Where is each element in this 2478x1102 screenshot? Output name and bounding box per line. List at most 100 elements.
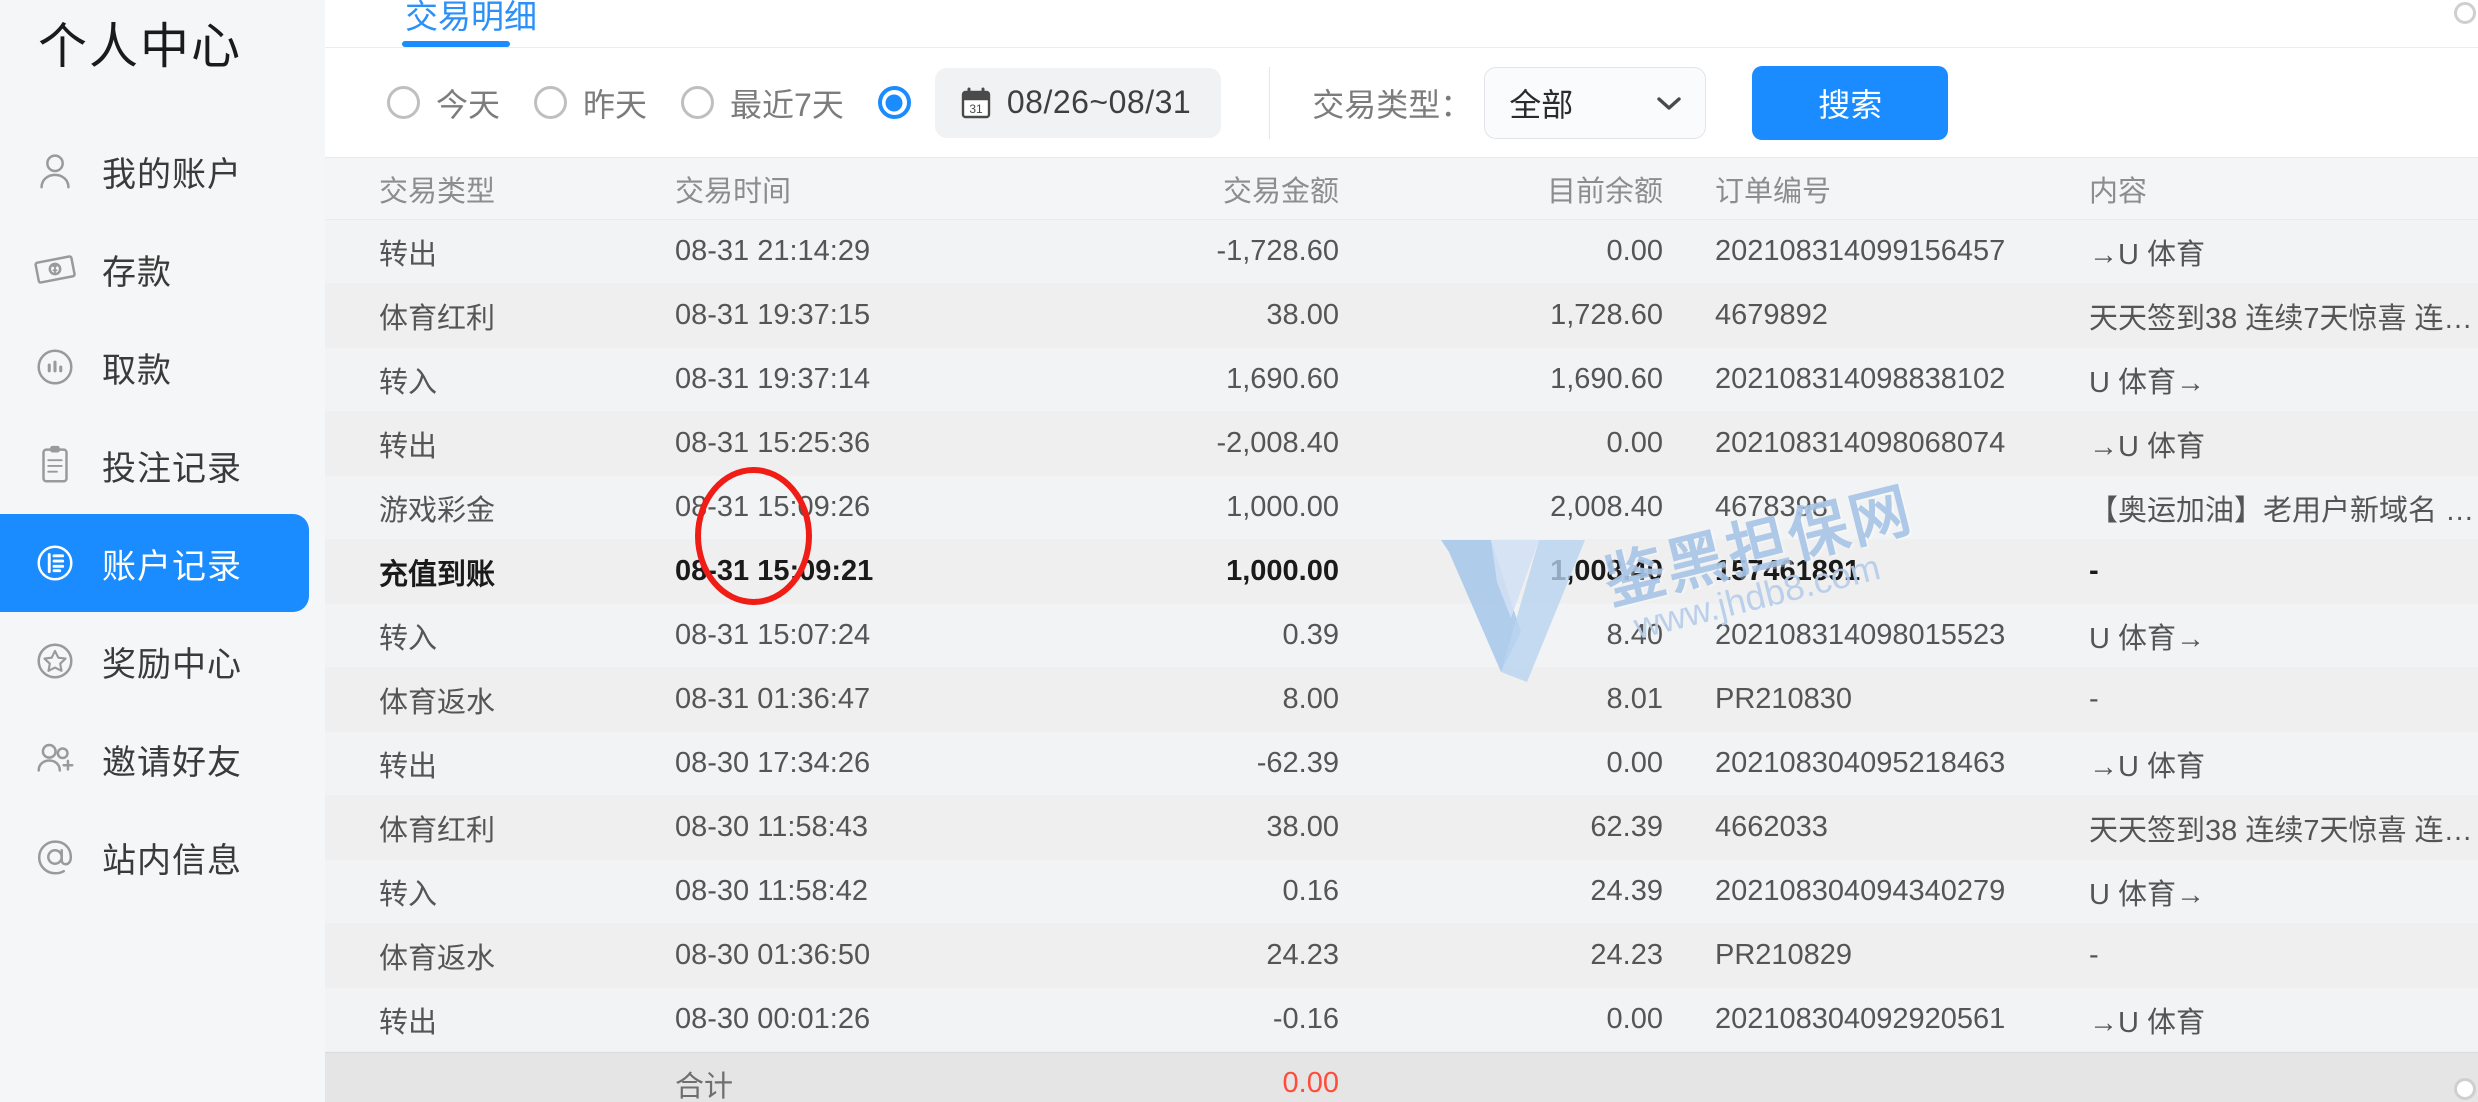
table-row[interactable]: 转出 08-31 15:25:36 -2,008.40 0.00 20210831409… <box>325 412 2478 476</box>
date-range-radio-group: 今天 昨天 最近7天 <box>387 67 1222 138</box>
radio-last-7-days[interactable]: 最近7天 <box>681 80 844 126</box>
sidebar-item-site-messages[interactable]: 站内信息 <box>0 808 325 906</box>
table-row[interactable]: 体育红利 08-31 19:37:15 38.00 1,728.60 4679892 天天… <box>325 284 2478 348</box>
scrollbar-up-marker[interactable] <box>2454 2 2476 24</box>
tab-active-indicator <box>402 41 510 47</box>
sidebar-item-rewards[interactable]: 奖励中心 <box>0 612 325 710</box>
records-icon <box>32 540 78 586</box>
sidebar-item-withdraw[interactable]: 取款 <box>0 318 325 416</box>
cell-time: 08-30 17:34:26 <box>675 747 871 779</box>
cell-amount: 1,690.60 <box>1226 363 1339 395</box>
cell-order: 157461891 <box>1715 555 1861 587</box>
table-row[interactable]: 游戏彩金 08-31 15:09:26 1,000.00 2,008.40 467839… <box>325 476 2478 540</box>
radio-label: 最近7天 <box>730 86 844 123</box>
sidebar-item-label: 存款 <box>102 253 172 292</box>
table-row[interactable]: 转入 08-30 11:58:42 0.16 24.39 202108304094340… <box>325 860 2478 924</box>
cell-time: 08-31 15:09:21 <box>675 555 874 587</box>
column-header-note: 内容 <box>2089 175 2148 208</box>
cell-note: - <box>2089 939 2099 971</box>
filter-bar: 今天 昨天 最近7天 <box>325 48 2478 158</box>
sidebar-item-my-account[interactable]: 我的账户 <box>0 122 325 220</box>
cell-type: 体育红利 <box>379 302 496 335</box>
cell-type: 体育红利 <box>379 814 496 847</box>
cell-type: 转入 <box>379 622 438 655</box>
cell-type: 转入 <box>379 366 438 399</box>
cell-note: 【奥运加油】老用户新域名 1000送1000 8… <box>2089 494 2478 527</box>
tab-bar: 交易明细 <box>325 0 2478 48</box>
radio-label: 今天 <box>436 86 501 123</box>
date-range-value: 08/26~08/31 <box>1006 84 1192 120</box>
table-row[interactable]: 转入 08-31 19:37:14 1,690.60 1,690.60 20210831… <box>325 348 2478 412</box>
date-range-picker[interactable]: 31 08/26~08/31 <box>934 67 1222 138</box>
sidebar-item-invite-friends[interactable]: 邀请好友 <box>0 710 325 808</box>
radio-yesterday[interactable]: 昨天 <box>534 80 647 126</box>
column-header-time: 交易时间 <box>675 175 792 208</box>
table-row[interactable]: 体育返水 08-31 01:36:47 8.00 8.01 PR210830 - <box>325 668 2478 732</box>
radio-label: 昨天 <box>583 86 648 123</box>
search-button[interactable]: 搜索 <box>1752 65 1949 140</box>
cell-amount: -0.16 <box>1272 1003 1339 1035</box>
cell-time: 08-31 01:36:47 <box>675 683 871 715</box>
cell-time: 08-31 19:37:14 <box>675 363 871 395</box>
cell-order: PR210829 <box>1715 939 1853 971</box>
table-row[interactable]: 转出 08-31 21:14:29 -1,728.60 0.00 20210831409… <box>325 220 2478 284</box>
total-label: 合计 <box>675 1070 734 1102</box>
cell-balance: 0.00 <box>1606 235 1663 267</box>
radio-dot-yesterday <box>534 86 568 119</box>
transaction-type-value: 全部 <box>1509 86 1574 123</box>
table-row[interactable]: 转出 08-30 17:34:26 -62.39 0.00 20210830409521… <box>325 732 2478 796</box>
cell-note: →U 体育 <box>2089 750 2206 783</box>
cell-type: 体育返水 <box>379 686 496 719</box>
cell-amount: 38.00 <box>1266 299 1339 331</box>
sidebar-item-label: 我的账户 <box>102 155 242 194</box>
cell-note: U 体育→ <box>2089 878 2206 911</box>
transaction-type-select[interactable]: 全部 <box>1484 66 1707 139</box>
cell-note: 天天签到38 连续7天惊喜 连续满月大暴击 <box>2089 814 2478 847</box>
filter-divider <box>1269 66 1271 139</box>
cell-amount: 24.23 <box>1266 939 1339 971</box>
sidebar-item-label: 站内信息 <box>102 841 242 880</box>
cell-balance: 1,008.40 <box>1550 555 1663 587</box>
cell-time: 08-31 15:25:36 <box>675 427 871 459</box>
cell-amount: 0.16 <box>1282 875 1339 907</box>
page-title: 个人中心 <box>38 20 243 74</box>
cell-amount: 1,000.00 <box>1226 555 1339 587</box>
scrollbar-down-marker[interactable] <box>2454 1078 2476 1100</box>
transaction-type-label: 交易类型： <box>1312 86 1473 123</box>
sidebar-nav: 我的账户 存款 取 <box>0 122 325 906</box>
cell-balance: 0.00 <box>1606 427 1663 459</box>
cell-note: U 体育→ <box>2089 622 2206 655</box>
column-header-type: 交易类型 <box>379 175 496 208</box>
cell-amount: 38.00 <box>1266 811 1339 843</box>
cell-note: 天天签到38 连续7天惊喜 连续满月大暴击 <box>2089 302 2478 335</box>
table-row[interactable]: 体育红利 08-30 11:58:43 38.00 62.39 4662033 天天签到3… <box>325 796 2478 860</box>
cell-time: 08-30 01:36:50 <box>675 939 871 971</box>
sidebar-item-account-records[interactable]: 账户记录 <box>0 514 309 612</box>
chevron-down-icon <box>1655 94 1683 112</box>
cell-amount: 1,000.00 <box>1226 491 1339 523</box>
cell-type: 游戏彩金 <box>379 494 496 527</box>
radio-today[interactable]: 今天 <box>387 80 500 126</box>
sidebar-item-label: 取款 <box>102 351 172 390</box>
table-row[interactable]: 充值到账 08-31 15:09:21 1,000.00 1,008.40 157461… <box>325 540 2478 604</box>
cell-amount: 0.39 <box>1282 619 1339 651</box>
cell-order: 4679892 <box>1715 299 1828 331</box>
sidebar-item-deposit[interactable]: 存款 <box>0 220 325 318</box>
radio-dot-custom-range <box>877 86 911 119</box>
tab-transaction-details[interactable]: 交易明细 <box>405 0 537 35</box>
sidebar-item-bet-records[interactable]: 投注记录 <box>0 416 325 514</box>
money-icon <box>32 246 78 292</box>
cell-order: 202108304094340279 <box>1715 875 2006 907</box>
table-row[interactable]: 转入 08-31 15:07:24 0.39 8.40 2021083140980155… <box>325 604 2478 668</box>
total-amount: 0.00 <box>1282 1067 1339 1099</box>
table-row[interactable]: 转出 08-30 00:01:26 -0.16 0.00 202108304092920… <box>325 988 2478 1052</box>
table-body: 转出 08-31 21:14:29 -1,728.60 0.00 20210831409… <box>325 220 2478 1052</box>
chart-circle-icon <box>32 344 78 390</box>
radio-dot-today <box>387 86 420 119</box>
cell-order: PR210830 <box>1715 683 1853 715</box>
cell-order: 202108304095218463 <box>1715 747 2006 779</box>
radio-custom-range[interactable] <box>877 86 911 119</box>
table-row[interactable]: 体育返水 08-30 01:36:50 24.23 24.23 PR210829 - <box>325 924 2478 988</box>
cell-order: 4678398 <box>1715 491 1828 523</box>
